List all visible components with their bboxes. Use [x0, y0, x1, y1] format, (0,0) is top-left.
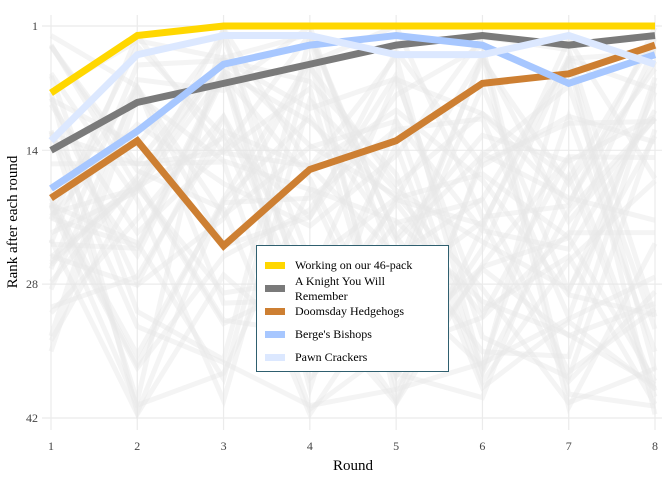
legend-label: Berge's Bishops: [295, 327, 372, 341]
legend-label: A Knight You Will Remember: [294, 273, 385, 303]
series-line-0: [49, 22, 655, 96]
background-team-line: [48, 53, 656, 383]
legend-swatch: [265, 308, 285, 315]
legend-swatch: [265, 331, 285, 338]
background-team-line: [48, 42, 656, 222]
background-team-line: [48, 71, 658, 409]
legend-swatch: [265, 354, 285, 361]
background-team-line: [49, 34, 658, 318]
background-team-line: [49, 37, 658, 385]
series-line-4: [48, 31, 657, 144]
legend: Working on our 46-pack A Knight You Will …: [256, 245, 449, 372]
y-tick-label: 1: [32, 19, 38, 33]
background-team-line: [49, 60, 658, 327]
x-tick-label: 5: [393, 439, 399, 453]
background-team-line: [50, 49, 658, 372]
x-tick-label: 3: [221, 439, 227, 453]
legend-label: Working on our 46-pack: [295, 258, 413, 272]
legend-label: Pawn Crackers: [295, 350, 368, 364]
background-team-line: [50, 50, 656, 381]
x-tick-label: 8: [652, 439, 658, 453]
x-tick-label: 1: [48, 439, 54, 453]
background-team-line: [48, 97, 657, 388]
background-team-line: [48, 82, 658, 421]
y-tick-label: 14: [26, 143, 38, 157]
background-team-line: [48, 28, 658, 410]
legend-swatch: [265, 262, 285, 269]
legend-item: Doomsday Hedgehogs: [265, 300, 440, 323]
background-team-line: [48, 76, 658, 360]
legend-item: Pawn Crackers: [265, 346, 440, 369]
x-tick-label: 2: [134, 439, 140, 453]
legend-swatch: [265, 285, 285, 292]
legend-item: Berge's Bishops: [265, 323, 440, 346]
y-tick-label: 28: [26, 277, 38, 291]
background-team-line: [49, 31, 658, 360]
background-team-line: [49, 32, 658, 383]
background-team-line: [48, 22, 658, 415]
x-tick-label: 6: [479, 439, 485, 453]
background-team-line: [48, 58, 656, 406]
legend-item: A Knight You Will Remember: [265, 274, 440, 303]
background-team-line: [48, 29, 657, 364]
x-axis-label: Round: [333, 458, 374, 474]
background-team-line: [48, 22, 658, 337]
background-team-line: [48, 185, 657, 409]
x-tick-label: 4: [307, 439, 313, 453]
series-line-1: [49, 32, 656, 154]
background-team-line: [48, 130, 657, 409]
y-tick-label: 42: [26, 411, 38, 425]
background-team-line: [48, 69, 658, 381]
background-team-line: [48, 56, 658, 406]
background-team-line: [48, 83, 658, 253]
x-tick-label: 7: [566, 439, 572, 453]
legend-label: Doomsday Hedgehogs: [295, 304, 404, 318]
legend-item: Working on our 46-pack: [265, 254, 440, 277]
y-axis-label: Rank after each round: [5, 155, 21, 288]
series-line-3: [49, 32, 657, 192]
